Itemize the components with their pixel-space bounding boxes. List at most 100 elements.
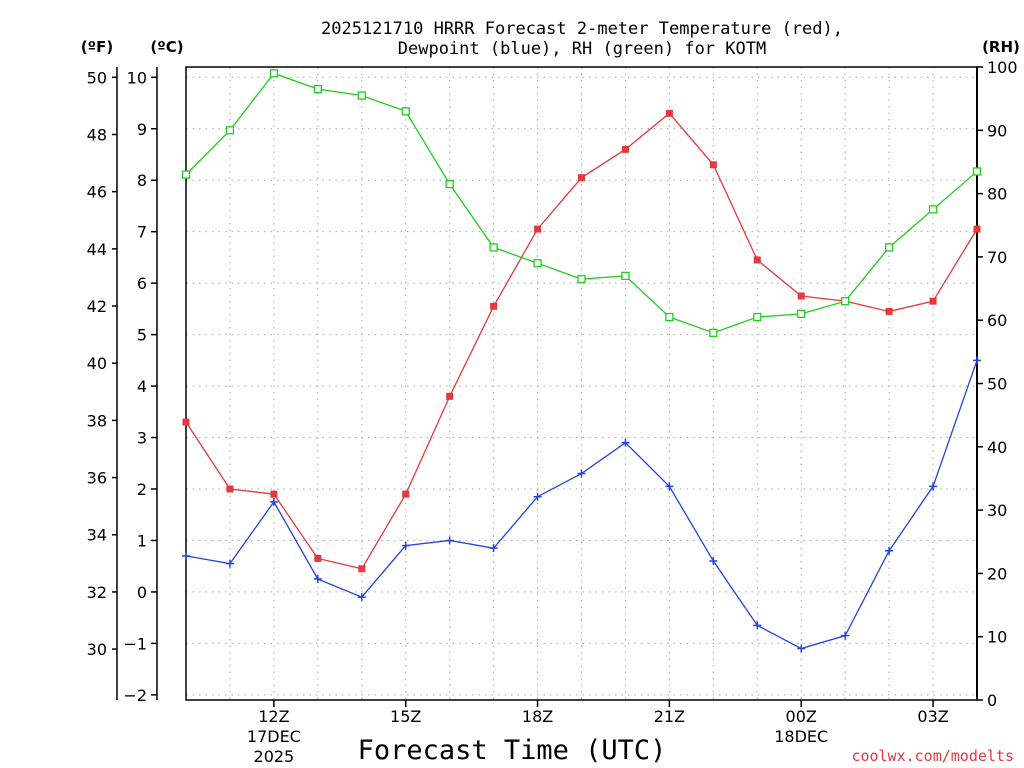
dewpoint-point — [929, 482, 938, 491]
x-axis-title: Forecast Time (UTC) — [358, 735, 667, 766]
fahrenheit-tick-label: 30 — [87, 640, 107, 659]
temperature-point — [402, 490, 410, 498]
rh-point — [489, 243, 498, 252]
dewpoint-point — [182, 551, 190, 560]
rh-tick-label: 80 — [987, 185, 1007, 204]
rh-point — [665, 312, 674, 322]
dewpoint-point — [665, 482, 674, 491]
rh-point — [797, 309, 806, 319]
fahrenheit-tick-label: 46 — [87, 183, 107, 202]
fahrenheit-tick-label: 32 — [87, 583, 107, 602]
celsius-tick-label: 8 — [137, 171, 147, 190]
temperature-point — [446, 392, 454, 400]
fahrenheit-tick-label: 42 — [87, 297, 107, 316]
fahrenheit-tick-label: 38 — [87, 411, 107, 430]
x-tick-year-label: 2025 — [254, 747, 295, 766]
celsius-tick-label: −1 — [123, 634, 147, 653]
fahrenheit-axis-label: (ºF) — [81, 38, 113, 56]
rh-tick-label: 20 — [987, 564, 1007, 583]
temperature-point — [621, 145, 629, 153]
celsius-tick-label: 4 — [137, 377, 147, 396]
x-tick-label: 00Z — [786, 707, 817, 726]
celsius-tick-label: 9 — [137, 120, 147, 139]
temperature-point — [578, 174, 585, 182]
rh-point — [445, 179, 454, 189]
rh-point — [533, 259, 542, 268]
celsius-tick-label: 0 — [137, 583, 147, 602]
celsius-tick-label: 10 — [127, 68, 147, 87]
rh-tick-label: 90 — [987, 121, 1007, 140]
dewpoint-point — [357, 593, 366, 602]
rh-point — [753, 312, 762, 322]
rh-tick-label: 100 — [987, 58, 1018, 77]
dewpoint-point — [841, 631, 850, 640]
x-tick-label: 18Z — [522, 707, 553, 726]
celsius-tick-label: 3 — [137, 429, 147, 448]
temperature-point — [358, 565, 366, 573]
fahrenheit-tick-label: 44 — [87, 240, 107, 259]
celsius-tick-label: 7 — [137, 223, 147, 242]
rh-point — [181, 170, 191, 179]
x-tick-label: 12Z — [258, 707, 289, 726]
x-tick-label: 03Z — [917, 707, 948, 726]
rh-point — [225, 126, 235, 135]
rh-point — [313, 85, 322, 94]
rh-point — [401, 107, 410, 116]
dewpoint-point — [973, 356, 981, 365]
rh-point — [884, 243, 894, 252]
x-tick-date-label: 18DEC — [774, 727, 828, 746]
temperature-point — [885, 307, 893, 315]
temperature-point — [182, 418, 190, 426]
dewpoint-point — [753, 621, 762, 630]
dewpoint-point — [313, 575, 322, 584]
dewpoint-point — [225, 559, 234, 568]
grid — [185, 67, 978, 700]
x-tick-label: 15Z — [390, 707, 421, 726]
celsius-tick-label: 5 — [137, 326, 147, 345]
rh-tick-label: 30 — [987, 501, 1007, 520]
dewpoint-point — [533, 492, 542, 501]
fahrenheit-tick-label: 40 — [87, 354, 107, 373]
dewpoint-point — [621, 438, 630, 447]
rh-point — [269, 69, 279, 78]
series — [181, 69, 982, 653]
chart-title-line1: 2025121710 HRRR Forecast 2-meter Tempera… — [321, 19, 843, 39]
celsius-tick-label: 1 — [137, 531, 147, 550]
temperature-point — [270, 490, 278, 498]
temperature-point — [929, 297, 937, 305]
temperature-point — [534, 225, 542, 233]
temperature-point — [314, 554, 322, 562]
rh-point — [841, 297, 850, 306]
fahrenheit-tick-label: 50 — [87, 68, 107, 87]
rh-point — [972, 167, 982, 176]
temperature-point — [797, 292, 805, 300]
temperature-point — [226, 485, 234, 493]
rh-point — [577, 274, 586, 284]
rh-axis-label: (RH) — [982, 38, 1020, 56]
temperature-point — [490, 302, 498, 310]
dewpoint-point — [269, 497, 278, 506]
rh-line — [185, 72, 978, 334]
rh-tick-label: 70 — [987, 248, 1007, 267]
axes: −2−1012345678910303234363840424446485001… — [87, 58, 1018, 766]
celsius-axis-label: (ºC) — [150, 38, 183, 56]
rh-point — [928, 205, 938, 214]
rh-point — [709, 328, 718, 338]
temperature-point — [709, 161, 717, 169]
rh-tick-label: 40 — [987, 438, 1007, 457]
dewpoint-point — [709, 557, 718, 566]
fahrenheit-tick-label: 48 — [87, 125, 107, 144]
rh-tick-label: 50 — [987, 375, 1007, 394]
temperature-point — [973, 225, 981, 233]
dewpoint-point — [401, 541, 410, 550]
rh-tick-label: 60 — [987, 311, 1007, 330]
dewpoint-point — [445, 536, 454, 545]
dewpoint-line — [185, 360, 978, 650]
celsius-tick-label: −2 — [123, 686, 147, 705]
credit-text: coolwx.com/modelts — [851, 747, 1014, 765]
x-tick-date-label: 17DEC — [247, 727, 301, 746]
temperature-point — [753, 256, 761, 264]
temperature-point — [665, 109, 673, 117]
rh-tick-label: 10 — [987, 628, 1007, 647]
